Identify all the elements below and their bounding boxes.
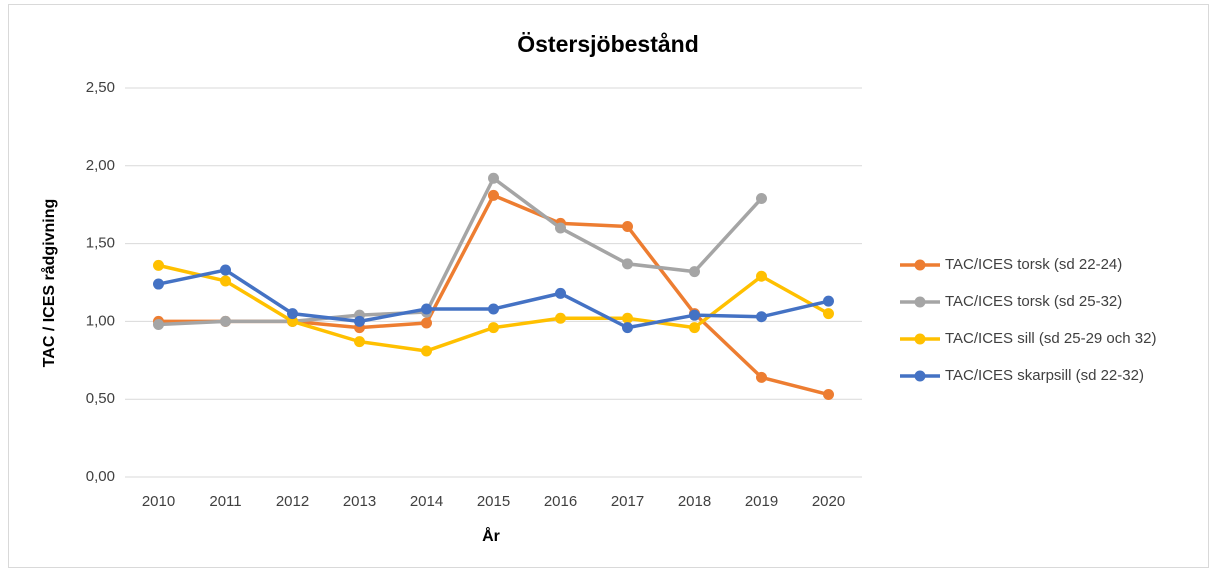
x-tick-label: 2014	[410, 493, 443, 510]
legend-label: TAC/ICES skarpsill (sd 22-32)	[945, 367, 1144, 384]
x-tick-label: 2012	[276, 493, 309, 510]
point	[622, 220, 633, 232]
point	[689, 322, 700, 334]
series-line	[158, 176, 763, 327]
legend-marker	[914, 333, 926, 345]
point	[555, 287, 566, 299]
x-tick-label: 2013	[343, 493, 376, 510]
point	[756, 371, 767, 383]
x-axis-label: År	[482, 526, 500, 545]
legend-label: TAC/ICES sill (sd 25-29 och 32)	[945, 330, 1156, 347]
x-tick-label: 2016	[544, 493, 577, 510]
point	[153, 278, 164, 290]
point	[622, 322, 633, 334]
x-tick-label: 2019	[745, 493, 778, 510]
x-tick-label: 2017	[611, 493, 644, 510]
point	[488, 303, 499, 315]
point	[622, 312, 633, 324]
point	[354, 315, 365, 327]
point	[287, 308, 298, 320]
y-tick-label: 0,50	[86, 390, 115, 407]
point	[220, 275, 231, 287]
legend-label: TAC/ICES torsk (sd 22-24)	[945, 256, 1122, 273]
x-tick-label: 2011	[209, 493, 241, 510]
point	[823, 308, 834, 320]
point	[421, 317, 432, 329]
point	[220, 264, 231, 276]
y-tick-label: 1,00	[86, 312, 115, 329]
point	[354, 336, 365, 348]
chart-title: Östersjöbestånd	[517, 31, 699, 57]
x-tick-label: 2015	[477, 493, 510, 510]
point	[756, 311, 767, 323]
x-tick-label: 2018	[678, 493, 711, 510]
point	[287, 315, 298, 327]
legend-marker	[914, 259, 926, 271]
point	[555, 312, 566, 324]
point	[488, 322, 499, 334]
point	[421, 303, 432, 315]
x-tick-label: 2020	[812, 493, 845, 510]
point	[756, 192, 767, 204]
point	[555, 222, 566, 234]
point	[756, 270, 767, 282]
x-tick-label: 2010	[142, 493, 175, 510]
chart-border	[8, 4, 1209, 568]
point	[488, 189, 499, 201]
y-tick-label: 1,50	[86, 235, 115, 252]
point	[153, 319, 164, 331]
point	[622, 258, 633, 270]
point	[153, 259, 164, 271]
y-tick-label: 2,50	[86, 79, 115, 96]
point	[689, 309, 700, 321]
point	[220, 315, 231, 327]
y-tick-label: 0,00	[86, 468, 115, 485]
y-tick-label: 2,00	[86, 157, 115, 174]
point	[488, 172, 499, 184]
legend-label: TAC/ICES torsk (sd 25-32)	[945, 293, 1122, 310]
legend-marker	[914, 296, 926, 308]
y-axis-label: TAC / ICES rådgivning	[40, 199, 58, 368]
point	[421, 345, 432, 357]
legend-marker	[914, 370, 926, 382]
point	[823, 295, 834, 307]
point	[823, 389, 834, 401]
point	[689, 266, 700, 278]
